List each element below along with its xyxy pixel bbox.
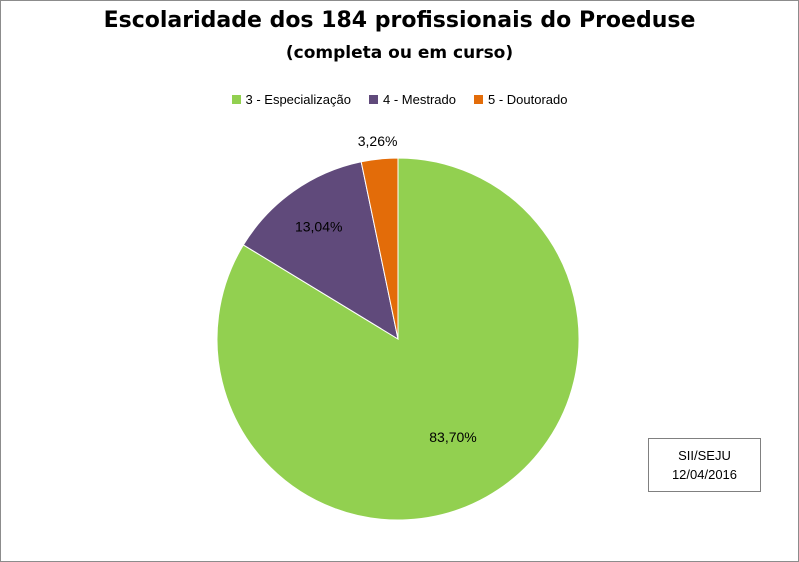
chart-subtitle: (completa ou em curso) [285, 43, 514, 63]
legend-item-mestrado: 4 - Mestrado [369, 92, 456, 107]
pie-data-labels: 83,70% 13,04% 3,26% [295, 133, 477, 445]
legend-swatch [231, 95, 241, 104]
legend-item-doutorado: 5 - Doutorado [473, 92, 568, 107]
legend-label: 4 - Mestrado [383, 92, 456, 107]
source-note: SII/SEJU 12/04/2016 [648, 438, 761, 492]
legend-swatch [369, 95, 378, 104]
pie-slice [360, 157, 399, 340]
legend-item-especializacao: 3 - Especialização [231, 92, 352, 107]
pie-slice [242, 161, 399, 341]
source-note-line1: SII/SEJU [678, 448, 731, 463]
source-note-line2: 12/04/2016 [671, 467, 738, 482]
chart-title: Escolaridade dos 184 profissionais do Pr… [103, 8, 696, 33]
legend-label: 5 - Doutorado [487, 92, 568, 107]
chart-legend: 3 - Especialização 4 - Mestrado 5 - Dout… [0, 92, 799, 107]
pie-data-label: 3,26% [358, 133, 398, 149]
legend-label: 3 - Especialização [245, 92, 352, 107]
pie-slices [216, 157, 580, 521]
legend-swatch [473, 95, 483, 104]
pie-data-label: 13,04% [295, 219, 342, 235]
pie-data-label: 83,70% [429, 429, 476, 445]
